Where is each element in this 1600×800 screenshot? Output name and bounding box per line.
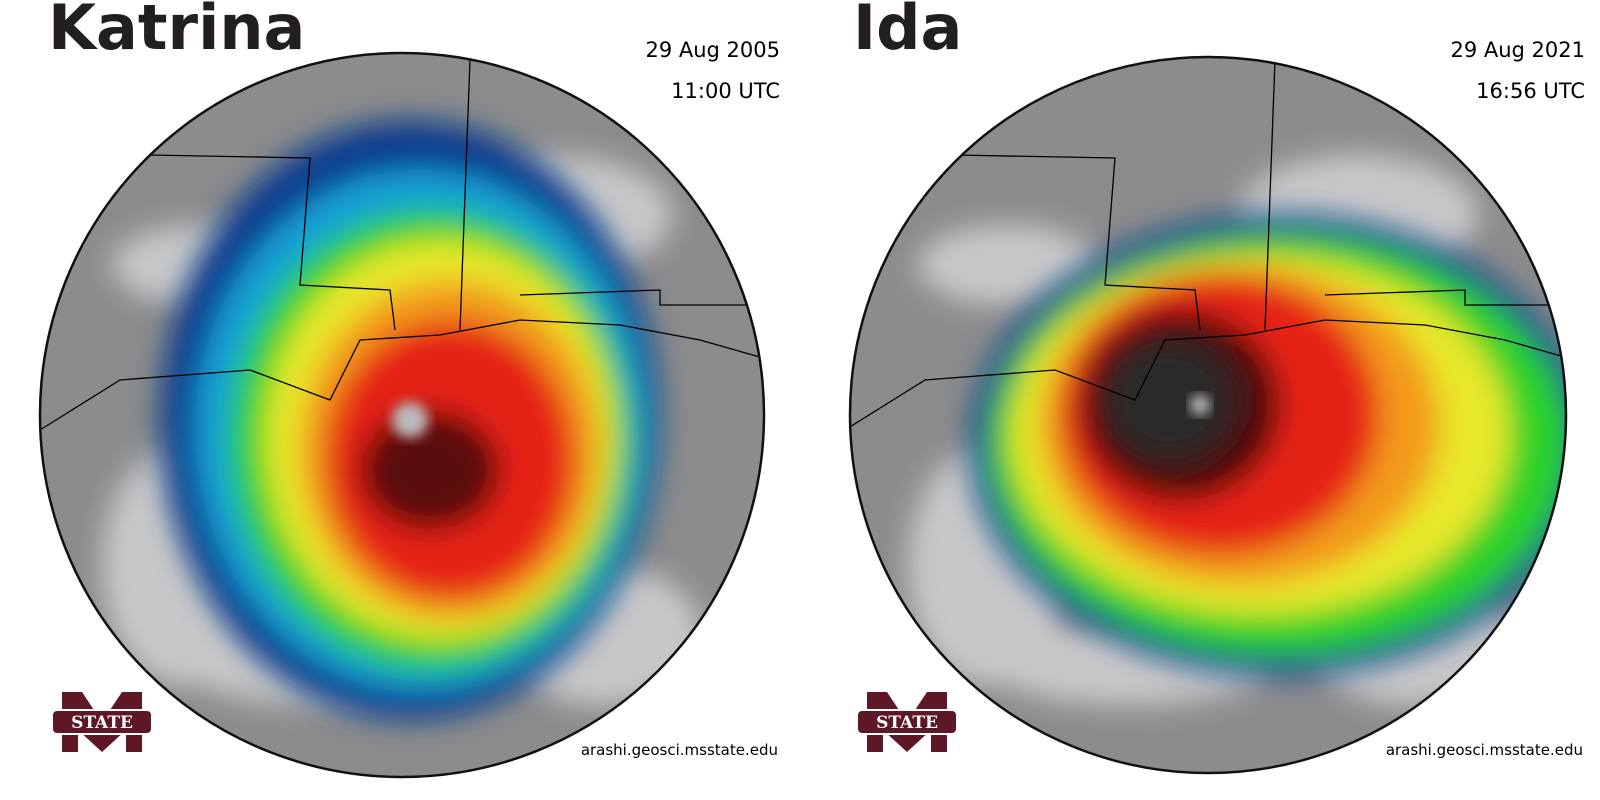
storm-title: Ida [853,0,962,64]
logo: STATE [856,692,958,752]
coastline [40,59,764,431]
date: 29 Aug 2021 [1450,38,1585,62]
panel: Ida 29 Aug 2021 16:56 UTC arashi.geosci.mss… [848,0,1585,775]
satellite-image [850,57,1566,773]
satellite-image [40,53,764,777]
disk-border [848,55,1568,775]
logo: STATE [51,692,153,752]
time: 16:56 UTC [1476,79,1585,103]
logo-text: STATE [876,713,938,733]
panel: Katrina 29 Aug 2005 11:00 UTC arashi.geosci… [38,0,780,779]
credit: arashi.geosci.msstate.edu [1386,741,1583,759]
time: 11:00 UTC [671,79,780,103]
date: 29 Aug 2005 [645,38,780,62]
coastline [850,59,1566,431]
disk-border [38,51,766,779]
logo-text: STATE [71,713,133,733]
credit: arashi.geosci.msstate.edu [581,741,778,759]
storm-title: Katrina [48,0,305,64]
